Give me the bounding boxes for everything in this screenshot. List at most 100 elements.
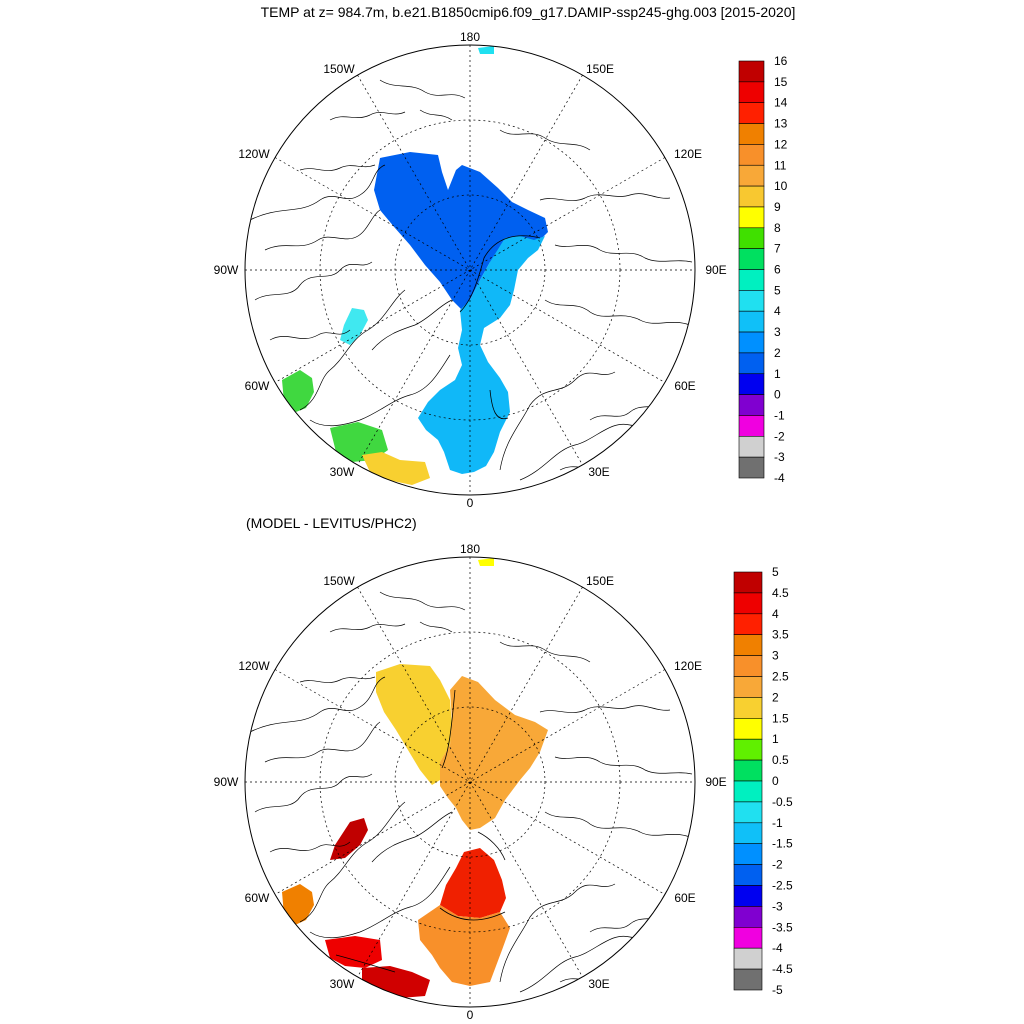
colorbar-swatch	[733, 571, 763, 594]
colorbar-tick-label: 1	[774, 367, 781, 381]
difference-field	[245, 557, 695, 1007]
colorbar-swatch	[738, 102, 765, 124]
lon-label: 150W	[323, 574, 355, 588]
colorbar-tick-label: -2	[774, 429, 785, 443]
colorbar-swatch	[733, 822, 763, 844]
colorbar-tick-label: 0	[772, 774, 779, 788]
lon-label: 30W	[330, 465, 355, 479]
contour-line	[335, 954, 396, 973]
colorbar-tick-label: 5	[772, 565, 779, 579]
colorbar-tick-label: 16	[774, 54, 788, 68]
colorbar-tick-label: -5	[772, 983, 783, 997]
region-bering-strait	[478, 558, 494, 566]
colorbar-tick-label: 4	[772, 607, 779, 621]
graticule	[245, 45, 695, 495]
colorbar-swatch	[733, 906, 763, 928]
colorbar-swatch	[738, 144, 765, 166]
colorbar-swatch	[733, 676, 763, 698]
colorbar-swatch	[738, 394, 765, 416]
colorbar-swatch	[733, 592, 763, 615]
region-canada-basin	[376, 664, 452, 785]
colorbar-tick-label: -4	[772, 941, 783, 955]
model-temperature-map: TEMP at z= 984.7m, b.e21.B1850cmip6.f09_…	[214, 4, 796, 510]
contour-line	[489, 389, 509, 420]
colorbar-swatch	[733, 926, 763, 949]
colorbar-tick-label: 13	[774, 117, 788, 131]
colorbar-tick-label: -0.5	[772, 795, 793, 809]
colorbar-swatch	[738, 123, 765, 145]
colorbar-swatch	[738, 164, 765, 187]
lon-label: 120E	[674, 659, 702, 673]
lon-label: 0	[467, 496, 474, 510]
graticule	[245, 557, 695, 1007]
colorbar-tick-label: -1.5	[772, 837, 793, 851]
region-iceland-basin	[362, 452, 430, 485]
lon-label: 60E	[674, 891, 695, 905]
lon-label: 120W	[238, 659, 270, 673]
region-norwegian-sea	[418, 905, 510, 986]
colorbar-tick-label: 11	[774, 158, 787, 172]
colorbar-swatch	[733, 717, 763, 740]
contour-line	[439, 907, 506, 921]
region-labrador-sea	[282, 370, 314, 412]
colorbar-tick-label: 4	[774, 304, 781, 318]
map-title: (MODEL - LEVITUS/PHC2)	[246, 515, 417, 531]
colorbar-tick-label: -2.5	[772, 879, 793, 893]
region-irminger-sea	[325, 936, 382, 968]
region-iceland-basin	[362, 966, 430, 998]
colorbar-tick-label: -4	[774, 471, 785, 485]
lon-label: 150E	[586, 62, 614, 76]
lon-label: 30E	[588, 977, 609, 991]
colorbar-swatch	[733, 801, 763, 824]
lon-label: 180	[460, 542, 480, 556]
region-eurasian-basin	[418, 236, 545, 474]
lon-label: 90W	[214, 263, 239, 277]
region-baffin-bay	[340, 308, 368, 345]
lon-label: 120W	[238, 147, 270, 161]
colorbar-tick-label: -1	[774, 408, 785, 422]
region-baffin-bay	[330, 818, 368, 860]
region-irminger-sea	[330, 422, 388, 462]
colorbar-tick-label: 6	[774, 263, 781, 277]
region-bering-strait	[478, 46, 494, 54]
colorbar-tick-label: -4.5	[772, 962, 793, 976]
contour-line	[441, 689, 456, 769]
lon-label: 180	[460, 30, 480, 44]
colorbar-swatch	[738, 290, 765, 312]
colorbar-swatch	[738, 352, 765, 375]
colorbar-swatch	[733, 759, 763, 782]
colorbar-swatch	[738, 81, 765, 103]
colorbar-swatch	[738, 269, 765, 291]
colorbar-swatch	[733, 634, 763, 656]
region-canada-basin	[374, 152, 548, 310]
colorbar-swatch	[733, 655, 763, 677]
colorbar-tick-label: 3.5	[772, 628, 789, 642]
colorbar-tick-label: 4.5	[772, 586, 789, 600]
colorbar-tick-label: -1	[772, 816, 783, 830]
colorbar-swatch	[738, 456, 765, 479]
colorbar-swatch	[733, 968, 763, 991]
lon-label: 150W	[323, 62, 355, 76]
map-boundary	[244, 556, 696, 1008]
colorbar-swatch	[738, 206, 765, 229]
model-minus-levitus-map: (MODEL - LEVITUS/PHC2)	[214, 515, 793, 1022]
colorbar-tick-label: -3	[772, 899, 783, 913]
contour-line	[459, 235, 541, 313]
colorbar-tick-label: 8	[774, 221, 781, 235]
lon-label: 30W	[330, 977, 355, 991]
colorbar-tick-label: 2	[772, 690, 779, 704]
colorbar-tick-label: 0	[774, 388, 781, 402]
colorbar-tick-label: 9	[774, 200, 781, 214]
colorbar-swatch	[733, 885, 763, 907]
longitude-labels: 180 150E 120E 90E 60E 30E 0 30W 60W 90W …	[214, 542, 727, 1022]
region-eurasian-basin	[440, 676, 548, 830]
colorbar-tick-label: 0.5	[772, 753, 789, 767]
colorbar-swatch	[738, 331, 765, 354]
colorbar-swatch	[738, 185, 765, 208]
colorbar-tick-label: -3	[774, 450, 785, 464]
colorbar: 5 4.5 4 3.5 3 2.5 2 1.5 1 0.5 0 -0.5 -1 -1.5 -2 -2.5 -3 -…	[733, 565, 793, 997]
colorbar-swatch	[738, 60, 765, 83]
colorbar-tick-label: -2	[772, 858, 783, 872]
